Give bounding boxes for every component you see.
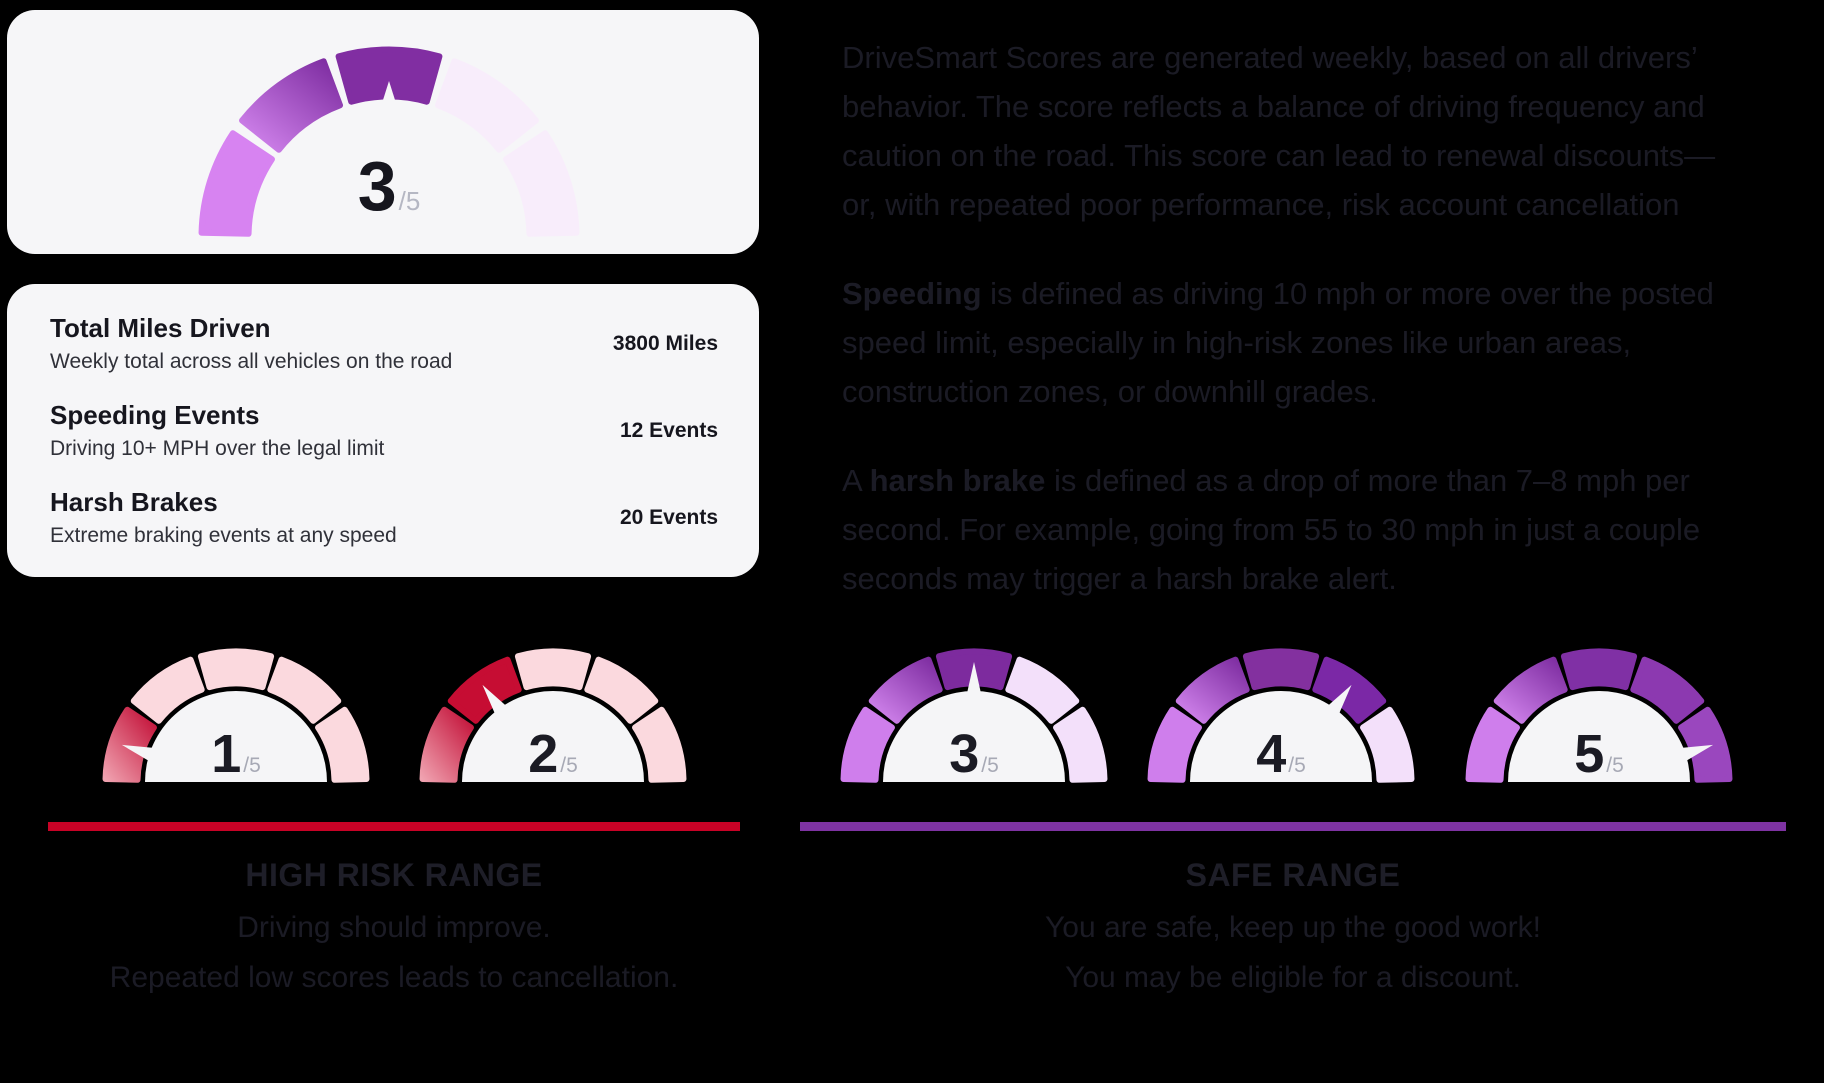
harsh-brake-definition-text: is defined as a drop of more than 7–8 mp…: [842, 463, 1701, 596]
stat-row-speeding-events: Speeding Events Driving 10+ MPH over the…: [50, 400, 718, 461]
gauge-arc: [1147, 648, 1415, 783]
speeding-definition-text: is defined as driving 10 mph or more ove…: [842, 276, 1714, 409]
high-risk-range-title: HIGH RISK RANGE: [245, 857, 543, 893]
stat-text-group: Speeding Events Driving 10+ MPH over the…: [50, 400, 384, 461]
gauge-value-group: 1 /5: [91, 727, 381, 781]
gauge-value-group: 2 /5: [408, 727, 698, 781]
gauge-max: /5: [1288, 754, 1306, 777]
high-risk-range-description: Driving should improve. Repeated low sco…: [109, 911, 679, 994]
gauge-arc: [419, 648, 687, 783]
weekly-score-card: 3 /5: [7, 10, 759, 254]
score-gauge-1: 1 /5: [91, 637, 381, 792]
score-gauge-3: 3 /5: [829, 637, 1119, 792]
gauge-value-group: 3 /5: [829, 727, 1119, 781]
stat-description: Extreme braking events at any speed: [50, 524, 397, 547]
gauge-value-group: 5 /5: [1454, 727, 1744, 781]
safe-range-description: You are safe, keep up the good work! You…: [1045, 911, 1541, 994]
weekly-score-value: 3: [357, 147, 397, 225]
safe-range-bar: [800, 822, 1786, 831]
gauge-arc: [840, 648, 1108, 783]
gauge-max: /5: [560, 754, 578, 777]
paragraph-harsh-brake-definition: A harsh brake is defined as a drop of mo…: [842, 456, 1794, 603]
gauge-max: /5: [981, 754, 999, 777]
weekly-score-value-group: 3 /5: [189, 151, 589, 221]
harsh-brake-term: harsh brake: [869, 463, 1046, 498]
harsh-brake-prefix: A: [842, 463, 870, 498]
stat-text-group: Total Miles Driven Weekly total across a…: [50, 313, 452, 374]
gauge-value: 3: [949, 724, 980, 784]
high-risk-range-bar: [48, 822, 740, 831]
stat-text-group: Harsh Brakes Extreme braking events at a…: [50, 487, 397, 548]
score-info-text: DriveSmart Scores are generated weekly, …: [842, 33, 1794, 643]
stat-value: 12 Events: [619, 418, 718, 442]
gauge-max: /5: [1606, 754, 1624, 777]
stat-value: 3800 Miles: [612, 331, 718, 355]
score-gauge-4: 4 /5: [1136, 637, 1426, 792]
stat-value: 20 Events: [619, 505, 718, 529]
stat-row-total-miles: Total Miles Driven Weekly total across a…: [50, 313, 718, 374]
stat-title: Total Miles Driven: [50, 313, 271, 343]
paragraph-speeding-definition: Speeding is defined as driving 10 mph or…: [842, 269, 1794, 416]
stat-description: Weekly total across all vehicles on the …: [50, 350, 453, 373]
stat-description: Driving 10+ MPH over the legal limit: [50, 437, 385, 460]
gauge-value-group: 4 /5: [1136, 727, 1426, 781]
gauge-value: 2: [528, 724, 559, 784]
gauge-value: 1: [211, 724, 242, 784]
score-gauge-2: 2 /5: [408, 637, 698, 792]
gauge-arc: [102, 648, 370, 783]
gauge-arc: [198, 46, 580, 237]
paragraph-score-overview: DriveSmart Scores are generated weekly, …: [842, 40, 1716, 222]
stat-title: Harsh Brakes: [50, 487, 218, 517]
driving-stats-card: Total Miles Driven Weekly total across a…: [7, 284, 759, 577]
score-gauge-5: 5 /5: [1454, 637, 1744, 792]
weekly-score-max: /5: [398, 186, 421, 216]
stat-row-harsh-brakes: Harsh Brakes Extreme braking events at a…: [50, 487, 718, 548]
gauge-arc: [1465, 648, 1733, 783]
weekly-score-gauge: 3 /5: [189, 37, 589, 247]
speeding-term: Speeding: [842, 276, 982, 311]
safe-range-title: SAFE RANGE: [1185, 857, 1401, 893]
stat-title: Speeding Events: [50, 400, 260, 430]
gauge-value: 4: [1256, 724, 1287, 784]
gauge-max: /5: [243, 754, 261, 777]
gauge-value: 5: [1574, 724, 1605, 784]
